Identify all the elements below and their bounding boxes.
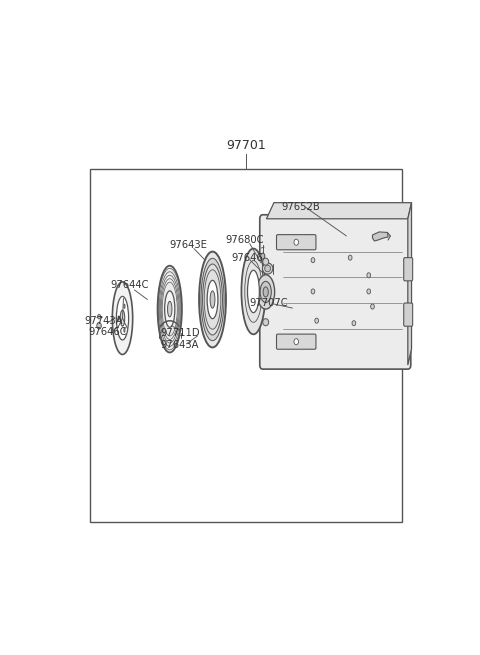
Ellipse shape xyxy=(118,316,119,320)
FancyBboxPatch shape xyxy=(404,303,413,326)
Text: 97701: 97701 xyxy=(226,139,266,152)
Ellipse shape xyxy=(367,289,371,294)
FancyBboxPatch shape xyxy=(276,234,316,250)
Ellipse shape xyxy=(210,291,215,308)
Ellipse shape xyxy=(97,322,101,329)
Ellipse shape xyxy=(315,318,319,323)
Ellipse shape xyxy=(241,248,265,334)
Ellipse shape xyxy=(257,275,275,309)
Ellipse shape xyxy=(112,282,132,354)
FancyBboxPatch shape xyxy=(260,215,411,369)
Ellipse shape xyxy=(264,265,271,272)
Polygon shape xyxy=(266,202,411,219)
Ellipse shape xyxy=(371,304,374,309)
Polygon shape xyxy=(372,232,388,241)
Ellipse shape xyxy=(294,339,299,345)
Ellipse shape xyxy=(199,252,226,347)
Text: 97652B: 97652B xyxy=(281,202,320,212)
Ellipse shape xyxy=(116,296,129,340)
Text: 97643A: 97643A xyxy=(160,340,199,350)
Ellipse shape xyxy=(311,289,315,294)
Ellipse shape xyxy=(263,319,269,326)
Text: 97644C: 97644C xyxy=(110,280,149,290)
Text: 97646C: 97646C xyxy=(88,328,127,337)
Text: 97646: 97646 xyxy=(231,253,263,263)
Text: 97743A: 97743A xyxy=(84,316,123,326)
Ellipse shape xyxy=(165,291,175,328)
Ellipse shape xyxy=(294,239,299,245)
FancyBboxPatch shape xyxy=(404,257,413,281)
Ellipse shape xyxy=(311,257,315,263)
Bar xyxy=(90,170,402,523)
Text: 97643E: 97643E xyxy=(170,240,208,250)
Ellipse shape xyxy=(263,263,273,274)
Polygon shape xyxy=(408,202,411,365)
Ellipse shape xyxy=(201,258,224,341)
Ellipse shape xyxy=(263,258,269,265)
Ellipse shape xyxy=(97,314,100,319)
Text: 97707C: 97707C xyxy=(250,298,288,308)
Ellipse shape xyxy=(124,328,125,332)
Ellipse shape xyxy=(124,304,125,309)
Ellipse shape xyxy=(120,310,125,326)
Ellipse shape xyxy=(367,272,371,278)
Ellipse shape xyxy=(348,255,352,260)
Ellipse shape xyxy=(261,253,265,259)
Ellipse shape xyxy=(248,271,259,312)
Ellipse shape xyxy=(352,321,356,326)
Ellipse shape xyxy=(157,266,182,352)
Ellipse shape xyxy=(203,264,222,335)
Ellipse shape xyxy=(263,287,268,297)
Ellipse shape xyxy=(207,280,218,319)
Ellipse shape xyxy=(260,282,271,303)
FancyBboxPatch shape xyxy=(276,334,316,349)
Text: 97680C: 97680C xyxy=(226,235,264,245)
Text: 97711D: 97711D xyxy=(160,328,200,338)
Ellipse shape xyxy=(168,301,172,317)
